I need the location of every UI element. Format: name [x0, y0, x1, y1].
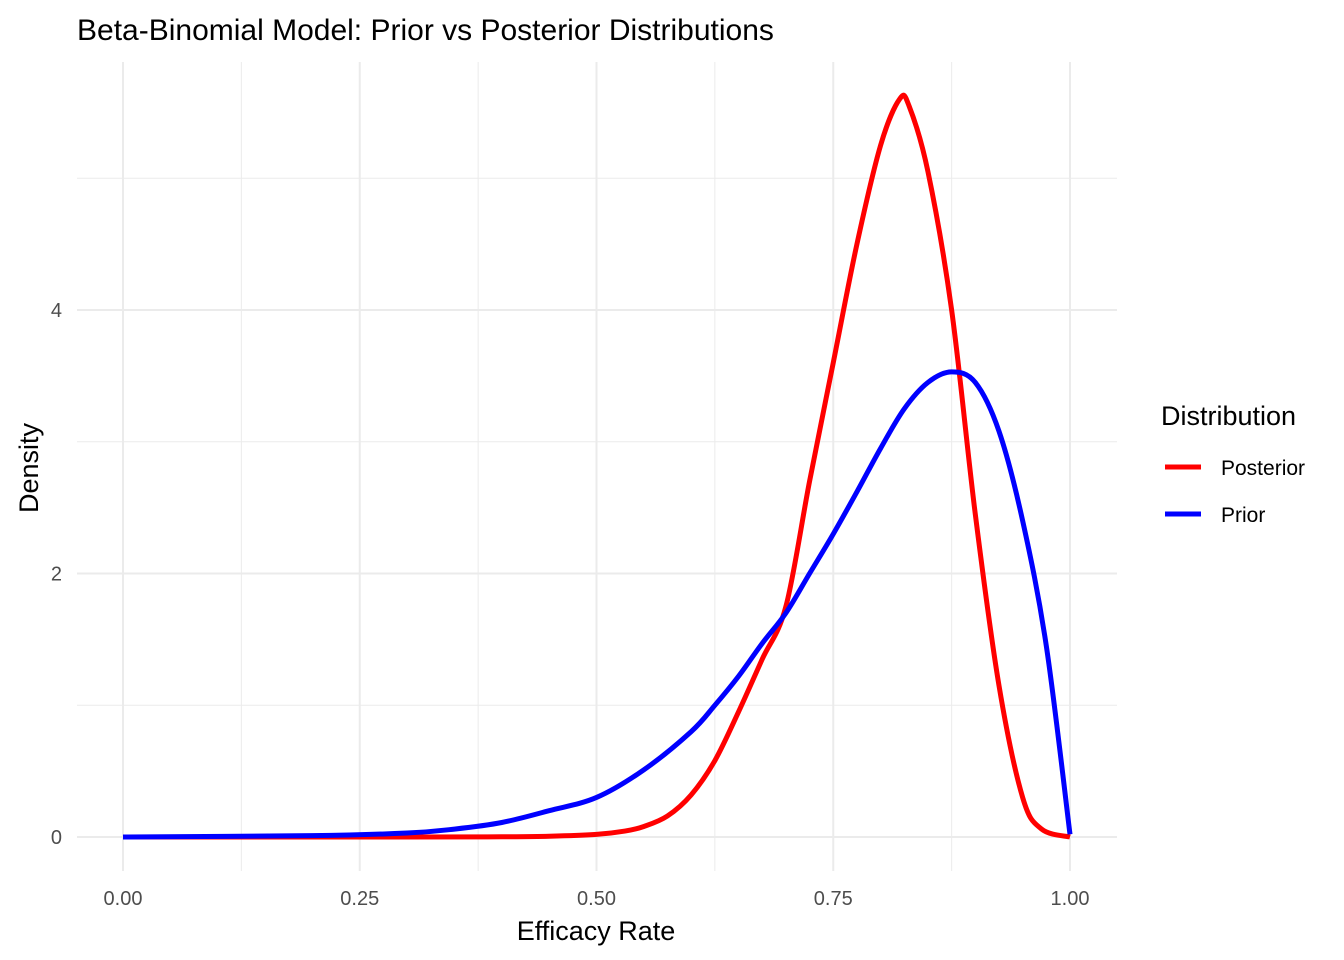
series-line-prior — [122, 369, 1073, 840]
x-tick-label: 0.00 — [104, 888, 143, 910]
y-axis-title: Density — [14, 422, 44, 513]
legend-label-prior: Prior — [1221, 504, 1265, 527]
legend-title: Distribution — [1161, 401, 1296, 431]
grid-major — [77, 62, 1117, 871]
x-axis-ticks: 0.00 0.25 0.50 0.75 1.00 — [104, 888, 1090, 910]
series-lines — [122, 92, 1073, 840]
chart-title: Beta-Binomial Model: Prior vs Posterior … — [77, 14, 774, 47]
legend: Distribution Posterior Prior — [1161, 401, 1305, 527]
x-axis-title: Efficacy Rate — [517, 916, 676, 946]
y-axis-ticks: 0 2 4 — [51, 300, 62, 849]
legend-items: Posterior Prior — [1165, 457, 1305, 527]
legend-label-posterior: Posterior — [1221, 457, 1305, 480]
y-tick-label: 2 — [51, 564, 62, 586]
series-line-posterior — [123, 92, 1071, 840]
y-tick-label: 0 — [51, 827, 62, 849]
y-tick-label: 4 — [51, 300, 62, 322]
x-tick-label: 0.75 — [814, 888, 853, 910]
x-tick-label: 1.00 — [1051, 888, 1090, 910]
x-tick-label: 0.50 — [577, 888, 616, 910]
x-tick-label: 0.25 — [340, 888, 379, 910]
